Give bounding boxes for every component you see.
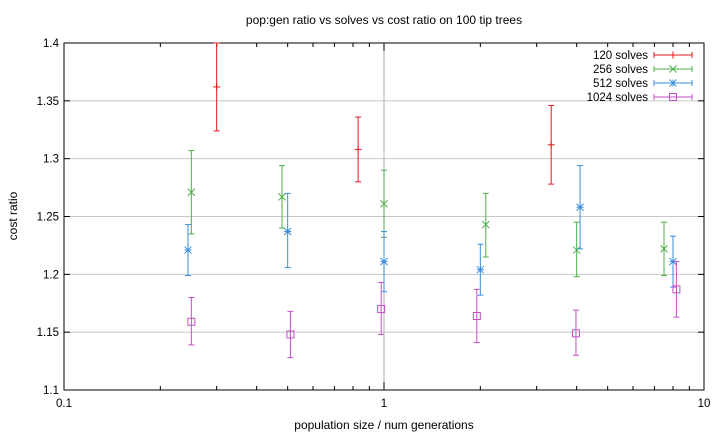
legend-label: 1024 solves — [587, 92, 649, 104]
y-tick-label: 1.35 — [37, 96, 59, 108]
marker-plus — [213, 83, 221, 91]
legend-label: 512 solves — [593, 78, 648, 90]
marker-plus — [547, 141, 555, 149]
marker-cross — [187, 188, 196, 197]
marker-square — [377, 305, 386, 314]
error-bar — [287, 310, 294, 359]
marker-cross — [572, 246, 581, 254]
x-axis-label: population size / num generations — [294, 418, 473, 432]
marker-star — [669, 79, 677, 87]
marker-star — [380, 257, 388, 266]
marker-star — [476, 265, 485, 274]
legend: 120 solves 256 solves 512 solves 1024 solve… — [587, 50, 693, 104]
error-bar — [188, 296, 195, 346]
legend-item: 1024 solves — [587, 92, 693, 104]
legend-label: 256 solves — [593, 64, 648, 76]
y-tick-label: 1.1 — [43, 385, 59, 397]
legend-label: 120 solves — [593, 50, 648, 62]
legend-swatch — [653, 94, 693, 100]
y-axis-label: cost ratio — [6, 191, 20, 240]
marker-square — [672, 285, 681, 294]
error-bar — [378, 281, 385, 335]
legend-item: 512 solves — [593, 78, 693, 90]
marker-square — [669, 93, 677, 101]
marker-plus — [354, 145, 362, 153]
legend-item: 256 solves — [593, 64, 693, 76]
y-tick-label: 1.4 — [43, 38, 60, 50]
marker-cross — [669, 65, 677, 73]
error-bar — [572, 309, 579, 356]
marker-star — [576, 203, 584, 212]
series-3 — [184, 165, 677, 296]
x-tick-label: 10 — [698, 398, 711, 410]
marker-cross — [660, 245, 668, 253]
axis-ticks — [63, 42, 705, 391]
y-tick-label: 1.2 — [43, 269, 59, 281]
series-1 — [213, 42, 555, 185]
marker-cross — [481, 220, 490, 229]
y-tick-label: 1.25 — [37, 212, 59, 224]
chart-title: pop:gen ratio vs solves vs cost ratio on… — [246, 13, 522, 27]
marker-cross — [380, 199, 388, 208]
marker-cross — [278, 192, 286, 201]
x-tick-label: 0.1 — [56, 398, 72, 410]
marker-star — [283, 227, 292, 236]
marker-square — [472, 311, 481, 320]
error-bar — [673, 261, 680, 318]
marker-star — [184, 246, 192, 254]
tick-labels: 1.1 1.15 1.2 1.25 1.3 1.35 1.4 0.1 1 10 — [37, 38, 711, 410]
x-tick-label: 1 — [381, 398, 387, 410]
series-4 — [187, 261, 681, 359]
series-2 — [187, 150, 668, 278]
marker-plus — [669, 51, 677, 59]
marker-square — [187, 317, 196, 326]
marker-square — [571, 329, 580, 338]
legend-item: 120 solves — [593, 50, 693, 62]
marker-square — [286, 330, 295, 339]
error-bar — [473, 288, 480, 344]
data-series — [184, 42, 681, 359]
y-tick-label: 1.15 — [37, 327, 59, 339]
y-tick-label: 1.3 — [43, 154, 59, 166]
